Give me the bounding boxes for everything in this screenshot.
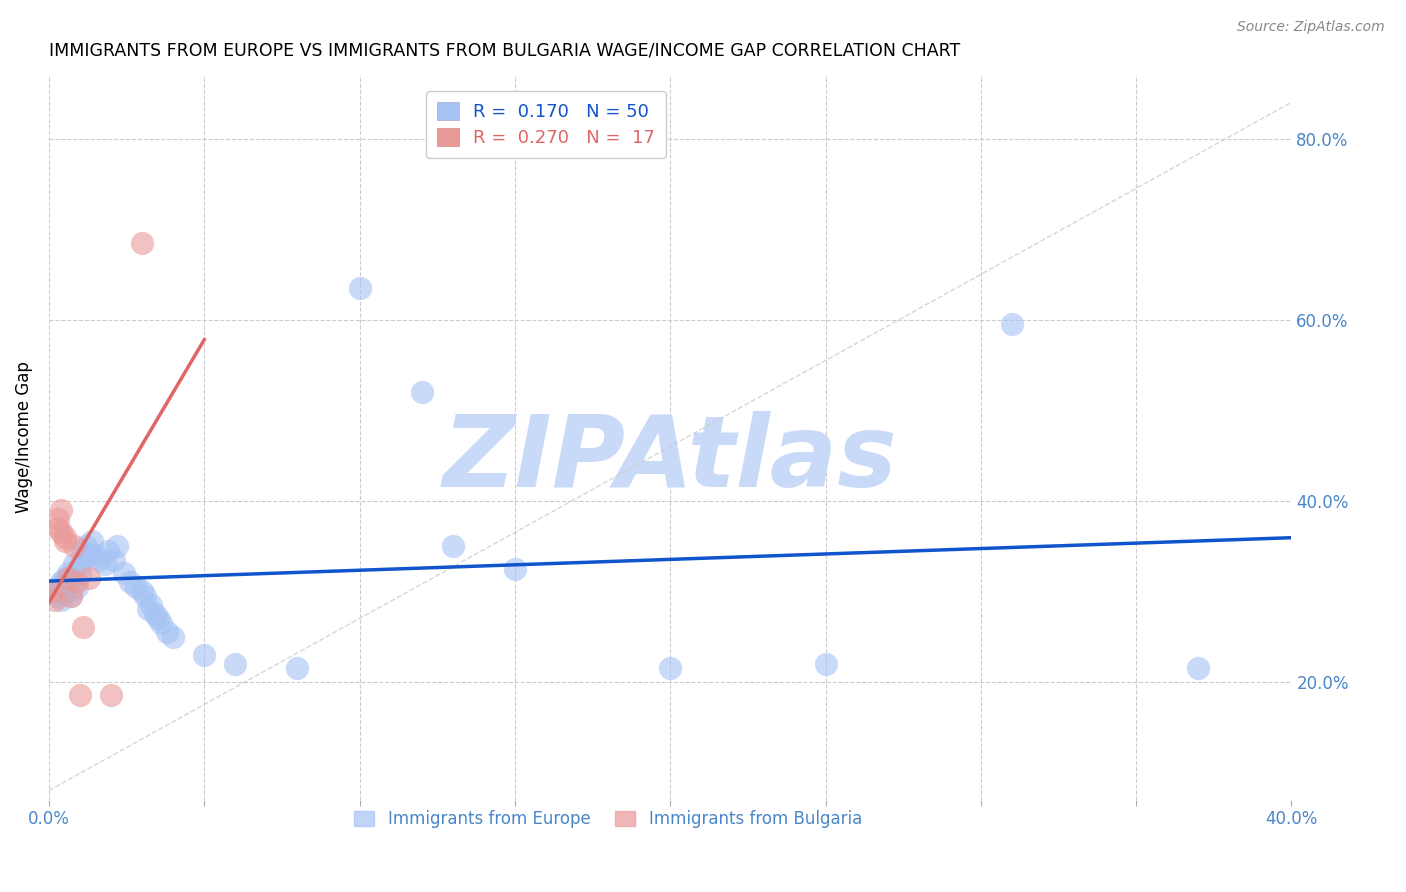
Point	[1187, 661, 1209, 675]
Point	[84, 548, 107, 562]
Point	[162, 630, 184, 644]
Point	[56, 566, 79, 581]
Point	[125, 580, 148, 594]
Point	[72, 620, 94, 634]
Point	[143, 607, 166, 621]
Point	[134, 589, 156, 603]
Point	[59, 589, 82, 603]
Point	[103, 552, 125, 566]
Point	[63, 557, 86, 571]
Point	[72, 543, 94, 558]
Point	[138, 602, 160, 616]
Point	[118, 575, 141, 590]
Legend: Immigrants from Europe, Immigrants from Bulgaria: Immigrants from Europe, Immigrants from …	[347, 804, 869, 835]
Point	[53, 534, 76, 549]
Point	[66, 575, 89, 590]
Point	[51, 525, 73, 540]
Point	[53, 571, 76, 585]
Point	[287, 661, 309, 675]
Point	[112, 566, 135, 581]
Point	[503, 561, 526, 575]
Point	[41, 584, 63, 599]
Point	[97, 543, 120, 558]
Point	[193, 648, 215, 662]
Point	[51, 575, 73, 590]
Point	[146, 611, 169, 625]
Point	[149, 615, 172, 630]
Point	[69, 689, 91, 703]
Point	[46, 521, 69, 535]
Point	[63, 575, 86, 590]
Point	[131, 584, 153, 599]
Point	[59, 571, 82, 585]
Point	[59, 589, 82, 603]
Point	[814, 657, 837, 671]
Point	[56, 584, 79, 599]
Point	[141, 598, 163, 612]
Point	[69, 557, 91, 571]
Point	[75, 548, 97, 562]
Point	[69, 566, 91, 581]
Point	[87, 552, 110, 566]
Point	[411, 385, 433, 400]
Point	[44, 593, 66, 607]
Point	[349, 281, 371, 295]
Point	[100, 689, 122, 703]
Point	[46, 512, 69, 526]
Point	[156, 625, 179, 640]
Point	[75, 539, 97, 553]
Point	[79, 571, 101, 585]
Point	[53, 580, 76, 594]
Point	[46, 580, 69, 594]
Point	[131, 235, 153, 250]
Point	[82, 534, 104, 549]
Point	[105, 539, 128, 553]
Point	[94, 557, 117, 571]
Point	[659, 661, 682, 675]
Point	[224, 657, 246, 671]
Point	[79, 548, 101, 562]
Point	[53, 530, 76, 544]
Point	[66, 580, 89, 594]
Y-axis label: Wage/Income Gap: Wage/Income Gap	[15, 361, 32, 513]
Point	[46, 589, 69, 603]
Point	[51, 593, 73, 607]
Point	[56, 571, 79, 585]
Text: IMMIGRANTS FROM EUROPE VS IMMIGRANTS FROM BULGARIA WAGE/INCOME GAP CORRELATION C: IMMIGRANTS FROM EUROPE VS IMMIGRANTS FRO…	[49, 42, 960, 60]
Point	[441, 539, 464, 553]
Text: Source: ZipAtlas.com: Source: ZipAtlas.com	[1237, 20, 1385, 34]
Point	[51, 503, 73, 517]
Text: ZIPAtlas: ZIPAtlas	[443, 410, 897, 508]
Point	[63, 539, 86, 553]
Point	[1001, 317, 1024, 331]
Point	[44, 584, 66, 599]
